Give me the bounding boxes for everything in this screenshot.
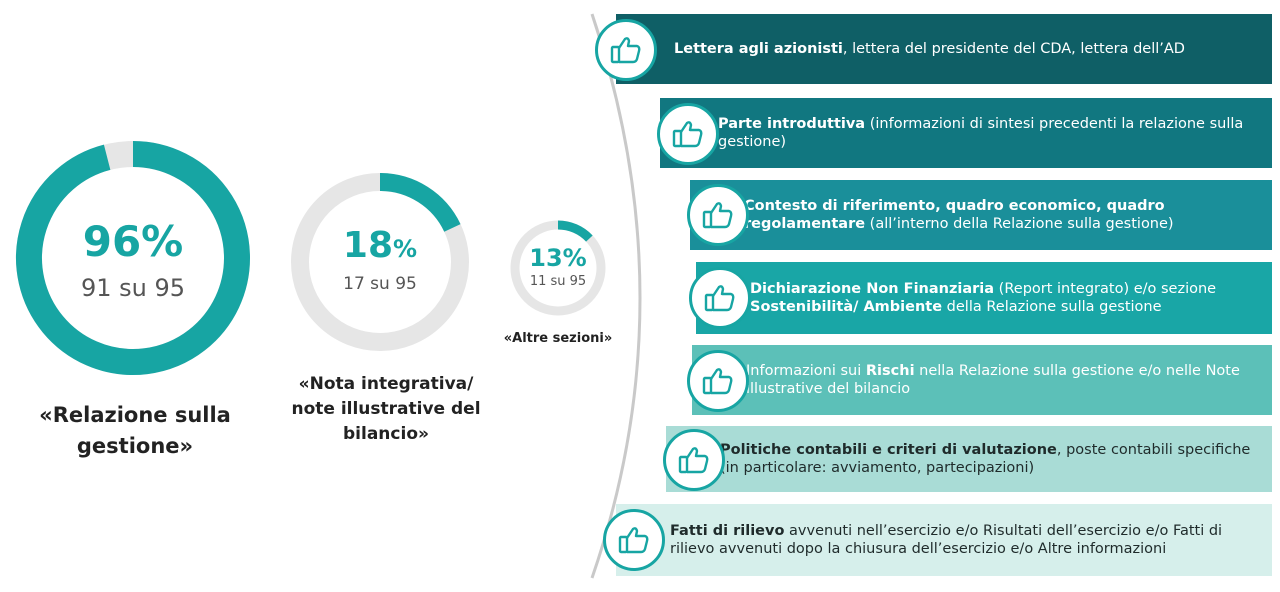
donut-1-count: 91 su 95	[80, 274, 186, 302]
donut-1-caption: «Relazione sulla gestione»	[39, 403, 231, 458]
donut-3-count: 11 su 95	[529, 274, 587, 289]
section-bar-lettera: Lettera agli azionisti, lettera del pres…	[616, 14, 1272, 84]
thumbs-up-icon	[603, 509, 665, 571]
donut-3-value-arc	[557, 220, 593, 242]
thumbs-up-icon	[689, 267, 751, 329]
thumbs-up-icon	[687, 350, 749, 412]
thumbs-up-glyph	[610, 37, 641, 64]
connector-curve	[590, 13, 642, 579]
donut-3-percent: 13%	[529, 244, 587, 272]
thumbs-up-glyph	[678, 447, 709, 474]
donut-2-value-arc	[379, 173, 461, 233]
section-bar-rischi: Informazioni sui Rischi nella Relazione …	[692, 345, 1272, 415]
thumbs-up-icon	[663, 429, 725, 491]
thumbs-up-icon	[657, 103, 719, 165]
thumbs-up-icon	[595, 19, 657, 81]
donut-1-percent: 96%	[82, 217, 184, 266]
donut-2-percent: 18%	[342, 225, 418, 266]
thumbs-up-glyph	[618, 527, 649, 554]
donut-2-caption: «Nota integrativa/ note illustrative del…	[291, 374, 481, 444]
thumbs-up-icon	[687, 184, 749, 246]
section-bar-contesto: Contesto di riferimento, quadro economic…	[690, 180, 1272, 250]
thumbs-up-glyph	[704, 285, 735, 312]
donut-3-caption: «Altre sezioni»	[503, 331, 613, 346]
thumbs-up-glyph	[702, 368, 733, 395]
donut-1-value-arc	[16, 141, 250, 375]
donut-2-count: 17 su 95	[343, 274, 417, 294]
thumbs-up-glyph	[672, 121, 703, 148]
thumbs-up-glyph	[702, 202, 733, 229]
section-bar-fatti: Fatti di rilievo avvenuti nell’esercizio…	[616, 504, 1272, 576]
section-bar-parte-introduttiva: Parte introduttiva (informazioni di sint…	[660, 98, 1272, 168]
section-bar-politiche: Politiche contabili e criteri di valutaz…	[666, 426, 1272, 492]
section-bar-dnf: Dichiarazione Non Finanziaria (Report in…	[696, 262, 1272, 334]
